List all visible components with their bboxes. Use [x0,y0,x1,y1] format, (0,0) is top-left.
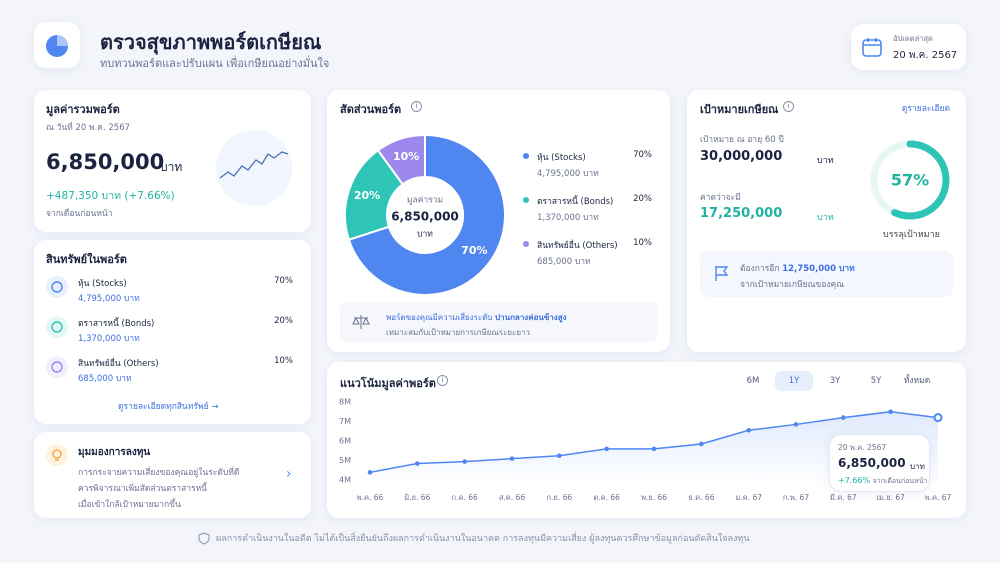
insight-card: มุมมองการลงทุน การกระจายความเสี่ยงของคุณ… [34,432,311,518]
insight-line: เมื่อเข้าใกล้เป้าหมายมากขึ้น [78,500,181,510]
chevron[interactable]: › [286,466,292,482]
asset-icon [46,276,68,298]
change: +487,350 บาท (+7.66%) [46,190,175,202]
insight-line: ควรพิจารณาเพิ่มสัดส่วนตราสารหนี้ [78,484,207,494]
card-title: เป้าหมายเกษียณ [700,103,779,116]
asset-name: หุ้น (Stocks) [78,279,127,289]
insight-line: การกระจายความเสี่ยงของคุณอยู่ในระดับที่ด… [78,468,240,478]
asset-percent: 10% [274,356,293,366]
asset-name: ตราสารหนี้ (Bonds) [78,319,155,329]
legend-amount: 1,370,000 บาท [537,213,599,223]
target-label: เป้าหมาย ณ อายุ 60 ปี [700,135,784,145]
note-highlight: ปานกลางค่อนข้างสูง [495,313,567,322]
legend-label: หุ้น (Stocks) [537,153,586,163]
legend-percent: 20% [633,194,652,204]
range-button[interactable]: 1Y [775,371,813,391]
disclaimer: ผลการดำเนินงานในอดีต ไม่ได้เป็นสิ่งยืนยั… [216,534,750,544]
progress-caption: บรรลุเป้าหมาย [883,230,940,240]
asset-percent: 70% [274,276,293,286]
range-button[interactable]: ทั้งหมด [903,376,931,386]
page-subtitle: ทบทวนพอร์ตและปรับแผน เพื่อเกษียณอย่างมั่… [100,57,330,70]
goal-link[interactable]: ดูรายละเอียด [901,104,950,114]
projected-unit: บาท [817,213,834,223]
card-title: มูลค่ารวมพอร์ต [46,103,120,116]
asset-icon [46,316,68,338]
icon [51,321,63,333]
legend-percent: 10% [633,238,652,248]
tooltip-note: จากเดือนก่อนหน้า [872,477,928,485]
icon [46,35,68,57]
value-unit: บาท [160,160,183,174]
info-icon[interactable]: i [783,101,794,112]
shield-icon [198,532,210,545]
tooltip-unit: บาท [910,462,925,471]
info-icon[interactable]: i [411,101,422,112]
as-of-date: ณ วันที่ 20 พ.ค. 2567 [46,123,131,133]
range-button[interactable]: 3Y [829,376,841,386]
remaining-note: จากเป้าหมายเกษียณของคุณ [740,280,845,290]
portfolio-value: 6,850,000 [46,150,165,174]
calendar-icon [862,38,882,57]
sparkline-decoration [216,130,292,206]
note-text: พอร์ตของคุณมีความเสี่ยงระดับ [386,313,493,322]
legend-amount: 4,795,000 บาท [537,169,599,179]
tooltip-date: 20 พ.ค. 2567 [838,443,887,452]
asset-percent: 20% [274,316,293,326]
link-text[interactable]: ดูรายละเอียดทุกสินทรัพย์ [118,402,209,412]
update-card: อัปเดตล่าสุด 20 พ.ค. 2567 [851,24,966,70]
card-title: มุมมองการลงทุน [78,447,151,458]
note-text: เหมาะสมกับเป้าหมายการเกษียณระยะยาว [386,328,531,337]
card-title: สินทรัพย์ในพอร์ต [46,253,127,266]
change-note: จากเดือนก่อนหน้า [46,209,113,219]
target-value: 30,000,000 [700,149,783,164]
projected-value: 17,250,000 [700,206,783,221]
projected-label: คาดว่าจะมี [700,193,741,203]
tooltip-change: +7.66% [838,476,871,485]
page-title: ตรวจสุขภาพพอร์ตเกษียณ [100,30,322,54]
tooltip: 20 พ.ค. 2567 6,850,000 บาท +7.66% จากเดื… [829,434,930,492]
legend-amount: 685,000 บาท [537,257,591,267]
allocation-card: สัดส่วนพอร์ต i หุ้น (Stocks) 4,795,000 บา… [327,90,670,352]
icon [51,281,63,293]
asset-amount: 1,370,000 บาท [78,334,140,344]
update-label: อัปเดตล่าสุด [893,34,933,43]
asset-icon [46,356,68,378]
goal-card: เป้าหมายเกษียณ i ดูรายละเอียด เป้าหมาย ณ… [687,90,966,352]
legend-percent: 70% [633,150,652,160]
remaining-box: ต้องการอีก 12,750,000 บาท จากเป้าหมายเกษ… [700,251,953,297]
asset-amount: 685,000 บาท [78,374,132,384]
card-title: สัดส่วนพอร์ต [340,103,402,116]
legend-dot [523,197,529,203]
scale-icon [352,315,370,329]
tooltip-value: 6,850,000 [838,456,906,470]
assets-card: สินทรัพย์ในพอร์ต หุ้น (Stocks) 4,795,000 … [34,240,311,424]
assets-link[interactable]: ดูรายละเอียดทุกสินทรัพย์ → [118,402,219,412]
remaining-amount: 12,750,000 บาท [782,264,855,274]
update-date: 20 พ.ค. 2567 [893,50,958,61]
portfolio-card: มูลค่ารวมพอร์ต ณ วันที่ 20 พ.ค. 2567 6,8… [34,90,311,232]
legend-dot [523,153,529,159]
target-unit: บาท [817,156,834,166]
info-icon[interactable]: i [437,375,448,386]
card-title: แนวโน้มมูลค่าพอร์ต [340,377,436,390]
range-button[interactable]: 5Y [870,376,882,386]
range-button[interactable]: 6M [746,376,760,386]
app-icon [34,22,80,68]
bulb-icon [46,444,68,466]
legend-dot [523,241,529,247]
remaining-prefix: ต้องการอีก [740,264,780,274]
flag-icon [715,266,729,281]
legend-label: ตราสารหนี้ (Bonds) [537,197,614,207]
icon [51,361,63,373]
footer: ผลการดำเนินงานในอดีต ไม่ได้เป็นสิ่งยืนยั… [198,531,750,545]
asset-name: สินทรัพย์อื่น (Others) [78,359,159,369]
asset-amount: 4,795,000 บาท [78,294,140,304]
legend-label: สินทรัพย์อื่น (Others) [537,241,618,251]
risk-note: พอร์ตของคุณมีความเสี่ยงระดับ ปานกลางค่อน… [340,302,658,342]
